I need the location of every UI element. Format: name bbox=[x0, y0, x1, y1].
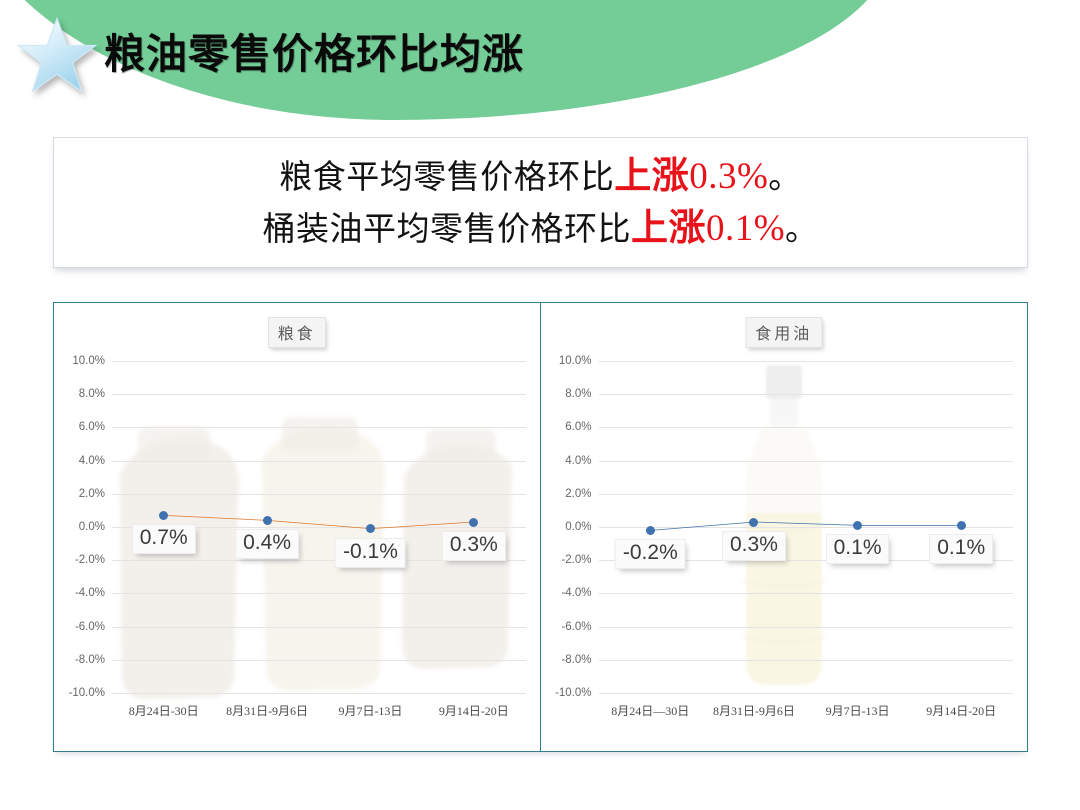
series-line bbox=[599, 361, 1014, 693]
y-axis-tick-label: 4.0% bbox=[78, 454, 105, 467]
page-title: 粮油零售价格环比均涨 bbox=[104, 31, 524, 77]
y-axis-tick-label: -2.0% bbox=[74, 554, 105, 567]
chart-title-oil: 食用油 bbox=[745, 317, 823, 348]
data-point-marker[interactable] bbox=[159, 510, 169, 520]
summary-line-grain: 粮食平均零售价格环比上涨0.3%。 bbox=[279, 151, 802, 202]
data-point-marker[interactable] bbox=[365, 524, 375, 534]
x-axis-tick-label: 8月31日-9月6日 bbox=[226, 704, 309, 718]
y-axis-tick-label: -8.0% bbox=[74, 653, 105, 666]
data-point-label: -0.2% bbox=[614, 539, 686, 570]
y-axis-tick-label: -10.0% bbox=[68, 687, 105, 699]
chart-panel-oil: 食用油 10.0% 8.0% 6.0% 4.0% 2.0% 0.0% -2.0% -4.0% -… bbox=[541, 303, 1028, 751]
y-axis-tick-label: 10.0% bbox=[558, 355, 592, 367]
data-point-label: 0.1% bbox=[929, 534, 994, 565]
gridline bbox=[598, 659, 1013, 661]
gridline bbox=[598, 361, 1013, 362]
summary-line-grain-suffix: 。 bbox=[768, 160, 802, 197]
y-axis-tick-label: -8.0% bbox=[561, 653, 592, 666]
gridline bbox=[598, 560, 1013, 562]
y-axis-tick-label: -4.0% bbox=[561, 587, 592, 600]
data-point-label: -0.1% bbox=[335, 537, 406, 568]
data-point-marker[interactable] bbox=[749, 517, 759, 527]
y-axis-tick-label: 6.0% bbox=[78, 421, 105, 434]
summary-line-oil-suffix: 。 bbox=[785, 211, 819, 248]
gridline bbox=[112, 593, 526, 595]
y-axis-tick-label: 8.0% bbox=[78, 388, 105, 401]
y-axis-tick-label: -2.0% bbox=[561, 554, 592, 567]
header-banner: 粮油零售价格环比均涨 bbox=[0, 0, 1080, 130]
gridline bbox=[598, 394, 1013, 396]
summary-line-oil: 桶装油平均零售价格环比上涨0.1%。 bbox=[262, 203, 818, 254]
y-axis-tick-label: 8.0% bbox=[565, 388, 592, 401]
y-axis-tick-label: 0.0% bbox=[78, 521, 105, 533]
y-axis-tick-label: 0.0% bbox=[565, 521, 592, 533]
data-point-label: 0.4% bbox=[235, 529, 299, 560]
x-axis-tick-label: 8月24日-30日 bbox=[128, 704, 199, 718]
x-axis-tick-label: 9月7日-13日 bbox=[825, 704, 890, 718]
gridline bbox=[112, 493, 526, 495]
data-point-marker[interactable] bbox=[853, 520, 863, 530]
gridline bbox=[112, 659, 526, 661]
summary-line-oil-prefix: 桶装油平均零售价格环比 bbox=[262, 211, 631, 248]
y-axis-tick-label: 10.0% bbox=[72, 355, 105, 367]
gridline bbox=[112, 560, 526, 562]
gridline bbox=[598, 693, 1013, 694]
x-axis-tick-label: 8月31日-9月6日 bbox=[712, 704, 795, 718]
data-point-label: 0.3% bbox=[441, 531, 506, 562]
gridline bbox=[598, 427, 1013, 429]
gridline bbox=[112, 427, 526, 429]
data-point-marker[interactable] bbox=[645, 525, 655, 535]
y-axis-tick-label: -4.0% bbox=[74, 587, 105, 600]
charts-container: 粮食 10.0% 8.0% 6.0% 4.0% 2.0% 0.0% -2.0% -4.0% -6… bbox=[53, 302, 1028, 752]
y-axis-tick-label: 2.0% bbox=[565, 487, 592, 500]
data-point-label: 0.7% bbox=[131, 524, 196, 555]
data-point-marker[interactable] bbox=[262, 515, 272, 525]
data-point-marker[interactable] bbox=[956, 520, 966, 530]
plot-area-oil: 10.0% 8.0% 6.0% 4.0% 2.0% 0.0% -2.0% -4.0% -6.0%… bbox=[555, 355, 1014, 718]
y-axis-tick-label: -6.0% bbox=[74, 620, 105, 633]
x-axis-tick-label: 9月14日-20日 bbox=[926, 704, 997, 718]
summary-panel: 粮食平均零售价格环比上涨0.3%。 桶装油平均零售价格环比上涨0.1%。 bbox=[53, 137, 1028, 268]
summary-line-oil-highlight: 上涨 bbox=[630, 207, 706, 249]
gridline bbox=[112, 460, 526, 462]
plot-area-grain: 10.0% 8.0% 6.0% 4.0% 2.0% 0.0% -2.0% -4.0% -6.0%… bbox=[69, 355, 526, 718]
gridline bbox=[598, 460, 1013, 462]
summary-line-grain-value: 0.3% bbox=[689, 156, 769, 198]
y-axis-tick-label: 2.0% bbox=[78, 487, 105, 500]
data-point-label: 0.1% bbox=[825, 534, 890, 565]
y-axis-tick-label: 4.0% bbox=[565, 454, 592, 467]
summary-line-grain-highlight: 上涨 bbox=[614, 156, 690, 198]
summary-line-oil-value: 0.1% bbox=[705, 207, 786, 249]
chart-title-grain: 粮食 bbox=[267, 317, 326, 348]
gridline bbox=[112, 394, 526, 396]
y-axis-tick-label: -6.0% bbox=[561, 620, 592, 633]
gridline bbox=[112, 693, 526, 694]
gridline bbox=[598, 626, 1013, 628]
chart-panel-grain: 粮食 10.0% 8.0% 6.0% 4.0% 2.0% 0.0% -2.0% -4.0% -6… bbox=[54, 303, 541, 751]
gridline bbox=[112, 361, 526, 362]
gridline bbox=[598, 527, 1013, 528]
star-icon bbox=[16, 16, 98, 93]
y-axis-tick-label: -10.0% bbox=[555, 687, 592, 699]
data-point-label: 0.3% bbox=[722, 531, 786, 562]
gridline bbox=[598, 493, 1013, 495]
y-axis-tick-label: 6.0% bbox=[565, 421, 592, 434]
x-axis-tick-label: 8月24日—30日 bbox=[611, 704, 690, 718]
gridline bbox=[598, 593, 1013, 595]
summary-line-grain-prefix: 粮食平均零售价格环比 bbox=[279, 160, 615, 197]
x-axis-tick-label: 9月7日-13日 bbox=[338, 704, 403, 718]
gridline bbox=[112, 527, 526, 528]
data-point-marker[interactable] bbox=[469, 517, 479, 527]
x-axis-tick-label: 9月14日-20日 bbox=[438, 704, 509, 718]
series-line bbox=[112, 361, 526, 693]
gridline bbox=[112, 626, 526, 628]
